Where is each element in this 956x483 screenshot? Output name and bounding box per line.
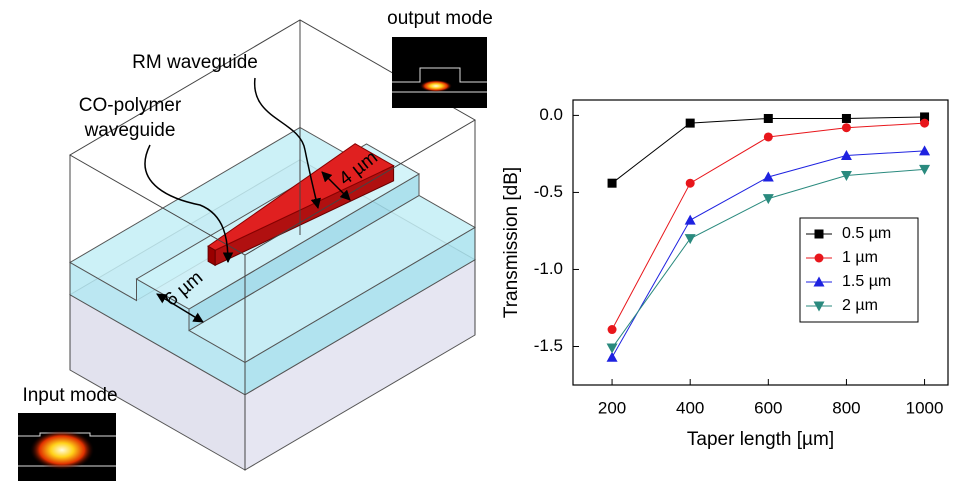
marker	[920, 112, 930, 122]
marker	[919, 145, 931, 156]
taper-end	[207, 245, 216, 267]
marker	[685, 118, 695, 128]
marker	[841, 113, 851, 123]
x-tick-label: 400	[676, 398, 704, 417]
marker	[813, 301, 825, 312]
pointer-arrow	[144, 144, 234, 264]
marker	[684, 214, 696, 225]
x-axis-title: Taper length [µm]	[687, 429, 834, 450]
marker	[840, 149, 852, 160]
output-mode-label: output mode	[387, 8, 493, 29]
marker	[841, 123, 851, 133]
plot-frame	[572, 99, 949, 386]
input-mode-label: Input mode	[22, 385, 117, 406]
marker	[763, 113, 773, 123]
marker	[840, 170, 852, 181]
marker	[814, 229, 824, 239]
marker	[606, 343, 618, 354]
marker	[762, 194, 774, 205]
marker	[919, 164, 931, 175]
co-polymer-label: waveguide	[84, 120, 176, 141]
pointer-arrow	[254, 77, 321, 210]
output-mode-image	[392, 37, 487, 108]
legend-label: 1.5 µm	[842, 273, 891, 290]
marker	[607, 178, 617, 188]
marker	[684, 234, 696, 245]
y-tick-label: -0.5	[534, 182, 563, 201]
marker	[920, 118, 930, 128]
y-axis-title: Transmission [dB]	[501, 167, 522, 318]
dimension-arrow	[321, 171, 351, 201]
x-tick-label: 800	[832, 398, 860, 417]
marker	[685, 178, 695, 188]
chart: 200 400 600 800 1000 0.0 -0.5 -1.0 -1.5 Taper len…	[501, 99, 949, 450]
marker	[763, 132, 773, 142]
x-tick-label: 1000	[906, 398, 944, 417]
marker	[762, 171, 774, 182]
x-tick-label: 200	[598, 398, 626, 417]
legend-label: 0.5 µm	[842, 225, 891, 242]
x-tick-label: 600	[754, 398, 782, 417]
y-tick-label: -1.5	[534, 336, 563, 355]
marker	[607, 325, 617, 335]
legend-label: 2 µm	[842, 297, 878, 314]
legend-label: 1 µm	[842, 249, 878, 266]
dimension-arrow	[156, 293, 204, 323]
input-mode-image	[18, 413, 116, 481]
marker	[606, 351, 618, 362]
marker	[813, 276, 825, 287]
marker	[814, 253, 824, 263]
rm-label: RM waveguide	[132, 52, 258, 73]
y-tick-label: -1.0	[534, 259, 563, 278]
y-tick-label: 0.0	[539, 105, 563, 124]
co-polymer-label: CO-polymer	[79, 95, 182, 116]
